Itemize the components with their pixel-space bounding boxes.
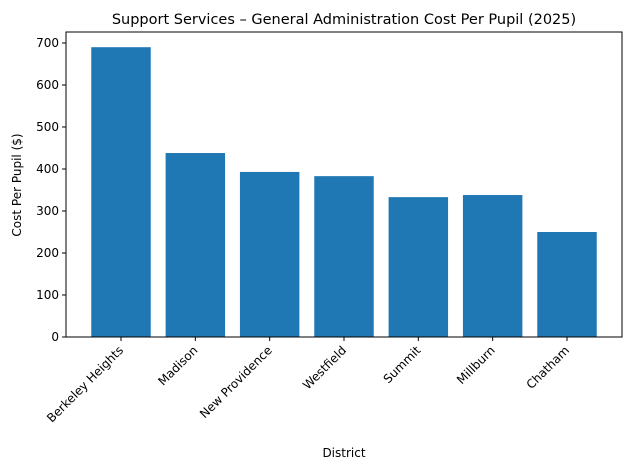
y-tick-label: 400: [36, 162, 59, 176]
y-tick-label: 700: [36, 36, 59, 50]
y-tick-label: 300: [36, 204, 59, 218]
bar: [239, 171, 300, 337]
y-tick-label: 600: [36, 78, 59, 92]
x-tick-label: Berkeley Heights: [44, 343, 126, 425]
y-axis-label: Cost Per Pupil ($): [10, 133, 24, 236]
x-tick-label: Chatham: [524, 343, 573, 392]
y-tick-label: 500: [36, 120, 59, 134]
x-tick-label: Millburn: [454, 343, 498, 387]
x-tick-label: Madison: [155, 343, 200, 388]
bar: [165, 153, 226, 337]
x-tick-label: New Providence: [197, 343, 275, 421]
x-axis-label: District: [322, 446, 365, 460]
bar: [537, 232, 597, 337]
y-tick-label: 200: [36, 246, 59, 260]
bar: [462, 195, 523, 337]
x-tick-label: Westfield: [300, 343, 349, 392]
y-tick-label: 100: [36, 288, 59, 302]
y-tick-label: 0: [51, 330, 59, 344]
bar: [388, 197, 449, 337]
x-tick-label: Summit: [381, 343, 424, 386]
chart-title: Support Services – General Administratio…: [112, 12, 576, 28]
bar: [91, 47, 151, 337]
bar: [314, 176, 374, 337]
